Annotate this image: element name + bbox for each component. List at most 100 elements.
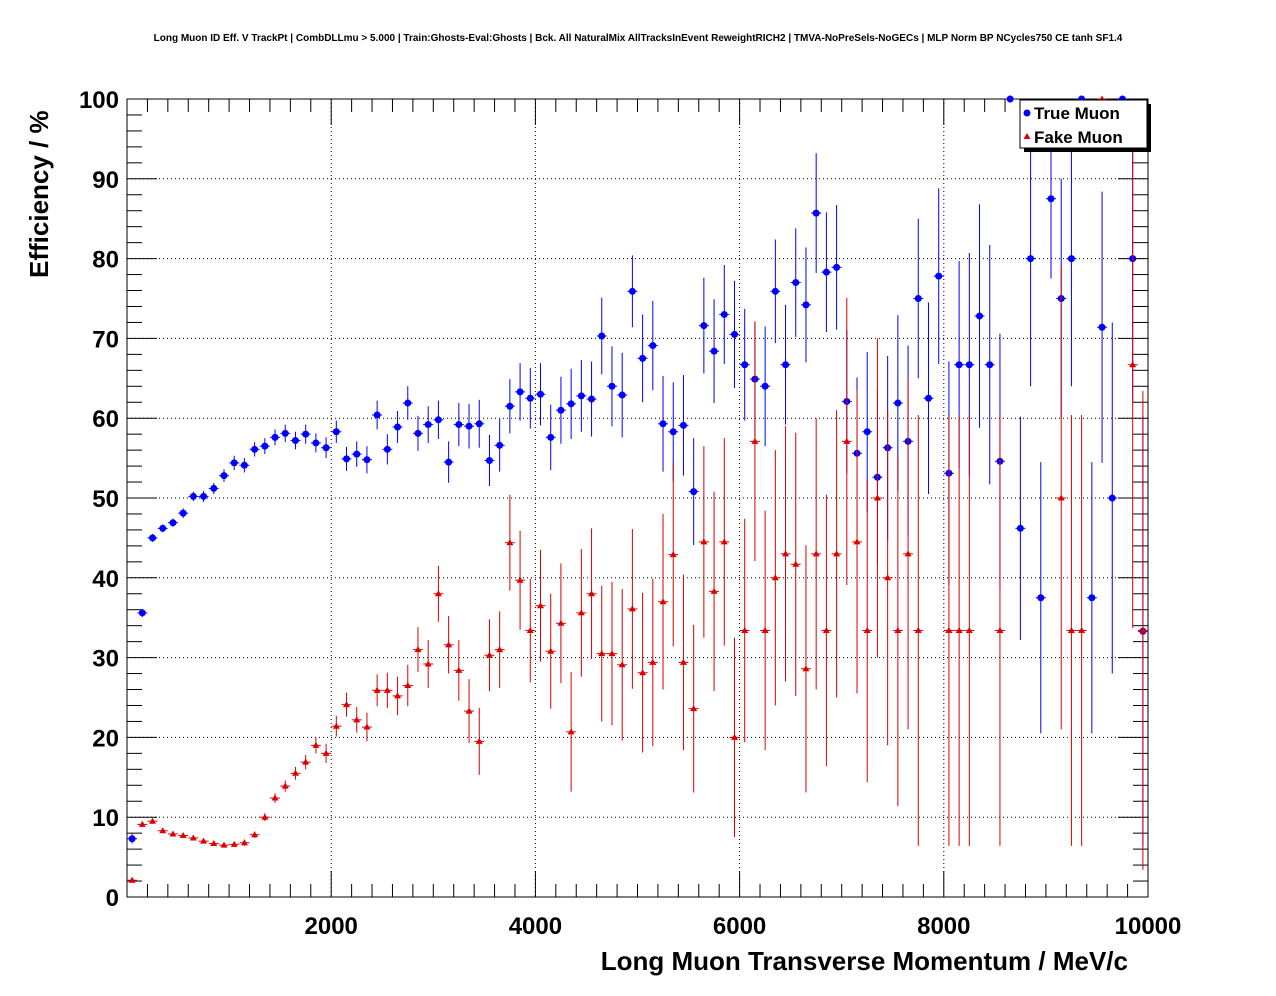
data-point	[894, 399, 902, 407]
data-point	[240, 461, 248, 469]
y-tick-label: 10	[92, 805, 119, 832]
data-point	[189, 492, 197, 500]
data-point	[179, 832, 187, 839]
data-point	[281, 782, 289, 789]
data-point	[363, 723, 371, 730]
data-point	[496, 441, 504, 449]
data-point	[792, 279, 800, 287]
x-axis-title: Long Muon Transverse Momentum / MeV/c	[601, 946, 1128, 976]
data-point	[843, 437, 851, 444]
data-point	[557, 406, 565, 414]
data-point	[884, 574, 892, 581]
data-point	[853, 538, 861, 545]
data-point	[1067, 255, 1075, 263]
y-tick-label: 50	[92, 486, 119, 513]
data-point	[914, 295, 922, 302]
data-point	[577, 609, 585, 616]
series-true-muon	[127, 95, 1148, 847]
series-fake-muon	[127, 95, 1148, 883]
data-point	[996, 626, 1004, 633]
data-point	[771, 287, 779, 295]
x-tick-label: 8000	[917, 913, 970, 940]
data-point	[261, 442, 269, 450]
data-point	[761, 382, 769, 390]
data-point	[741, 361, 749, 369]
data-point	[1088, 594, 1096, 602]
y-tick-label: 60	[92, 406, 119, 433]
data-point	[332, 722, 340, 729]
data-point	[669, 428, 677, 436]
data-point	[598, 332, 606, 340]
data-point	[741, 626, 749, 633]
data-point	[332, 428, 340, 436]
data-point	[210, 484, 218, 492]
data-point	[200, 492, 208, 500]
data-point	[373, 686, 381, 693]
y-tick-label: 100	[79, 87, 119, 114]
data-point	[628, 605, 636, 612]
data-point	[363, 456, 371, 464]
data-point	[792, 560, 800, 567]
legend-fake-muon-marker	[1023, 133, 1031, 139]
data-point	[230, 840, 238, 847]
data-point	[383, 445, 391, 453]
data-point	[690, 488, 698, 496]
data-point	[526, 626, 534, 633]
data-point	[220, 472, 228, 480]
data-point	[281, 429, 289, 437]
data-point	[302, 758, 310, 765]
data-point	[659, 420, 667, 428]
data-point	[1057, 494, 1065, 501]
data-point	[1067, 626, 1075, 633]
data-point	[465, 422, 473, 430]
data-point	[812, 209, 820, 217]
data-point	[261, 813, 269, 820]
data-point	[690, 705, 698, 712]
data-point	[169, 519, 177, 527]
data-point	[649, 658, 657, 665]
data-point	[863, 626, 871, 633]
data-point	[863, 428, 871, 436]
data-point	[322, 749, 330, 756]
data-point	[312, 439, 320, 447]
data-point	[200, 837, 208, 844]
data-point	[343, 701, 351, 708]
data-point	[976, 312, 984, 320]
data-point	[291, 769, 299, 776]
data-point	[159, 524, 167, 532]
data-point	[343, 455, 351, 463]
data-point	[424, 660, 432, 667]
data-point	[445, 641, 453, 648]
data-point	[577, 392, 585, 400]
data-point	[1098, 323, 1106, 331]
data-point	[149, 534, 157, 542]
data-point	[455, 666, 463, 673]
x-axis-ticks: 2000 4000 6000 8000 10000	[126, 99, 1181, 940]
y-tick-label: 90	[92, 167, 119, 194]
data-point	[496, 646, 504, 653]
legend-fake-muon-label: Fake Muon	[1034, 128, 1123, 147]
data-point	[557, 619, 565, 626]
data-point	[639, 354, 647, 362]
y-tick-label: 30	[92, 646, 119, 673]
data-point	[322, 444, 330, 452]
data-point	[730, 733, 738, 740]
data-point	[434, 590, 442, 597]
plot-border	[126, 98, 1149, 898]
data-series	[127, 95, 1148, 883]
data-point	[822, 626, 830, 633]
data-point	[271, 433, 279, 441]
data-point	[822, 268, 830, 276]
data-point	[1006, 95, 1014, 103]
data-point	[965, 361, 973, 369]
data-point	[986, 361, 994, 369]
data-point	[649, 342, 657, 350]
data-point	[516, 576, 524, 583]
data-point	[465, 707, 473, 714]
data-point	[567, 728, 575, 735]
data-point	[291, 437, 299, 445]
data-point	[1047, 195, 1055, 203]
data-point	[598, 650, 606, 657]
data-point	[700, 538, 708, 545]
data-point	[240, 839, 248, 846]
